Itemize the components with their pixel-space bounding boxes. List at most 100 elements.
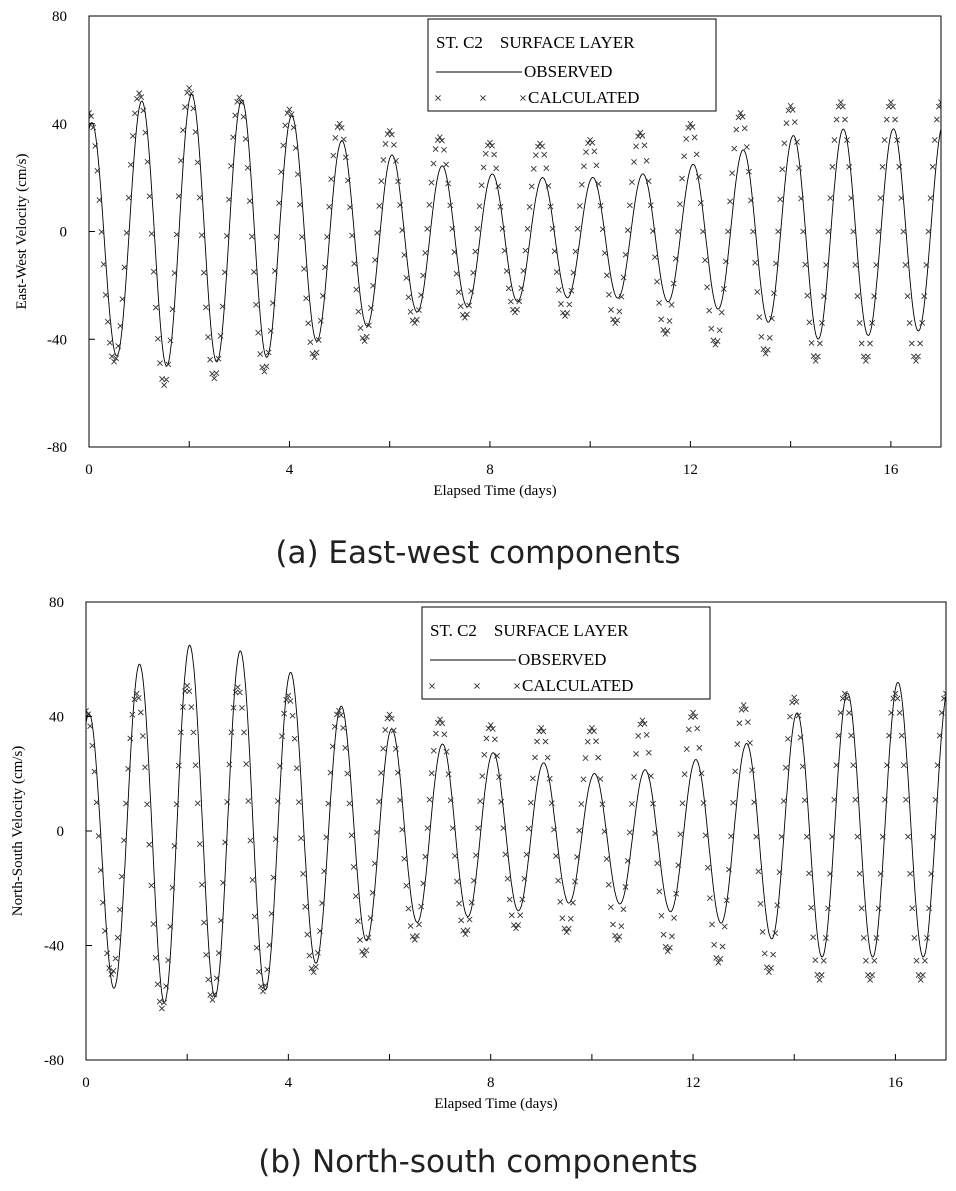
calculated-point <box>303 295 310 302</box>
calculated-point <box>165 957 172 964</box>
calculated-point <box>280 142 287 149</box>
calculated-point <box>129 133 136 139</box>
calculated-point <box>907 870 914 877</box>
calculated-point <box>906 320 913 326</box>
calculated-point <box>664 948 671 955</box>
calculated-point <box>478 182 485 189</box>
calculated-point <box>582 755 589 761</box>
calculated-point <box>938 99 941 106</box>
calculated-point <box>109 353 115 360</box>
calculated-point <box>766 969 772 976</box>
calculated-point <box>392 745 399 752</box>
calculated-point <box>664 327 671 334</box>
calculated-point <box>492 736 498 743</box>
calculated-point <box>858 905 865 912</box>
calculated-point <box>506 896 513 903</box>
calculated-point <box>516 298 523 305</box>
calculated-point <box>892 116 898 123</box>
calculated-point <box>690 709 696 716</box>
legend-calculated-marker <box>514 683 520 689</box>
x-tick-label: 8 <box>486 462 494 478</box>
calculated-point <box>930 833 937 840</box>
calculated-point <box>797 734 804 741</box>
calculated-point <box>192 762 199 769</box>
x-tick-label: 4 <box>286 462 294 478</box>
calculated-point <box>217 917 224 924</box>
calculated-point <box>441 146 447 153</box>
calculated-point <box>812 957 819 964</box>
calculated-point <box>618 923 625 930</box>
legend-observed-label: OBSERVED <box>524 62 612 81</box>
calculated-point <box>538 725 545 731</box>
calculated-point <box>317 928 323 934</box>
calculated-point <box>742 706 749 713</box>
calculated-point <box>898 195 905 201</box>
calculated-point <box>167 923 174 930</box>
calculated-point <box>816 976 823 983</box>
calculated-point <box>319 900 325 907</box>
calculated-point <box>314 949 321 956</box>
calculated-point <box>135 695 142 701</box>
calculated-point <box>553 269 560 275</box>
calculated-point <box>572 248 579 255</box>
calculated-point <box>902 262 909 268</box>
calculated-point <box>340 136 347 143</box>
calculated-point <box>493 165 500 172</box>
calculated-point <box>752 259 759 266</box>
calculated-point <box>497 203 504 210</box>
calculated-point <box>903 796 909 803</box>
calculated-point <box>97 867 104 874</box>
calculated-point <box>928 870 935 877</box>
calculated-point <box>833 762 840 769</box>
y-tick-label: 0 <box>57 824 65 840</box>
calculated-point <box>133 690 140 697</box>
calculated-point <box>639 132 646 139</box>
calculated-point <box>148 882 155 889</box>
calculated-point <box>411 320 418 327</box>
calculated-point <box>211 375 218 382</box>
calculated-point <box>796 165 802 171</box>
calculated-point <box>403 274 410 281</box>
calculated-point <box>253 301 259 308</box>
calculated-point <box>169 884 176 891</box>
calculated-point <box>363 333 370 340</box>
calculated-point <box>363 947 370 954</box>
calculated-point <box>827 870 833 877</box>
calculated-point <box>388 131 395 138</box>
calculated-point <box>645 749 652 756</box>
calculated-point <box>461 314 468 321</box>
calculated-point <box>791 119 798 126</box>
calculated-point <box>338 124 345 131</box>
calculated-point <box>190 729 197 736</box>
calculated-point <box>386 128 393 134</box>
calculated-point <box>589 139 596 146</box>
calculated-point <box>915 972 922 978</box>
calculated-point <box>761 950 768 957</box>
calculated-point <box>910 353 917 360</box>
calculated-point <box>203 951 210 958</box>
calculated-point <box>666 944 673 951</box>
calculated-point <box>546 775 553 782</box>
calculated-point <box>654 860 661 867</box>
calculated-point <box>597 776 604 782</box>
calculated-point <box>86 707 89 714</box>
calculated-point <box>883 116 890 123</box>
calculated-point <box>255 329 262 336</box>
calculated-point <box>570 269 577 276</box>
calculated-point <box>288 111 295 118</box>
calculated-point <box>131 696 138 703</box>
calculated-point <box>437 716 444 723</box>
calculated-point <box>787 713 793 720</box>
calculated-point <box>98 229 105 235</box>
calculated-point <box>125 765 132 772</box>
calculated-point <box>365 934 372 941</box>
calculated-point <box>850 762 857 769</box>
calculated-point <box>607 904 614 911</box>
calculated-point <box>201 919 207 926</box>
calculated-point <box>325 800 332 807</box>
calculated-point <box>199 881 205 888</box>
calculated-point <box>112 955 119 962</box>
calculated-point <box>816 340 823 347</box>
calculated-point <box>269 300 276 306</box>
calculated-point <box>432 146 439 153</box>
